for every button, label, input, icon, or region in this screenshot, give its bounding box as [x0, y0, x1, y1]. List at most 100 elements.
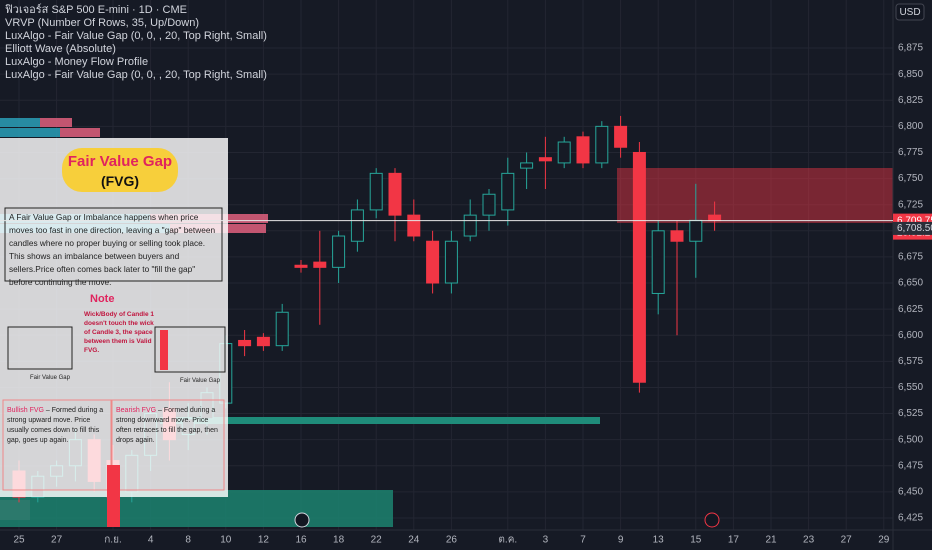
x-tick-label: 10 — [220, 535, 232, 546]
x-tick-label: 27 — [51, 535, 63, 546]
y-tick-label: 6,600 — [898, 330, 923, 341]
gap-label: Fair Value Gap — [30, 375, 70, 381]
note-text: Wick/Body of Candle 1 doesn't touch the … — [84, 311, 155, 354]
bearish-text: – Formed during a strong downward move. … — [116, 407, 218, 444]
candle-body — [501, 172, 515, 211]
title-pill — [62, 148, 178, 192]
x-tick-label: 26 — [446, 535, 458, 546]
x-tick-label: 25 — [13, 535, 25, 546]
candle-body — [576, 136, 590, 164]
candle-body — [614, 125, 628, 148]
y-tick-label: 6,500 — [898, 434, 923, 445]
bullish-title: Bullish FVG — [7, 407, 44, 414]
diagram-candle — [107, 465, 120, 527]
x-tick-label: 7 — [580, 535, 586, 546]
currency[interactable]: USD — [899, 7, 920, 18]
x-tick-label: 8 — [185, 535, 191, 546]
y-tick-label: 6,875 — [898, 43, 923, 54]
y-tick-label: 6,650 — [898, 278, 923, 289]
chart-title: ฟิวเจอร์ส S&P 500 E-mini · 1D · CME — [5, 4, 187, 16]
candle-body — [520, 162, 534, 169]
candle-body — [444, 240, 458, 284]
x-tick-label: 24 — [408, 535, 420, 546]
candle-body — [294, 264, 308, 268]
y-tick-label: 6,475 — [898, 460, 923, 471]
x-tick-label: 3 — [543, 535, 549, 546]
indicator-label[interactable]: Elliott Wave (Absolute) — [5, 43, 116, 55]
y-tick-label: 6,675 — [898, 252, 923, 263]
y-tick-label: 6,800 — [898, 121, 923, 132]
candle-body — [388, 172, 402, 216]
candle-body — [313, 261, 327, 268]
x-tick-label: ก.ย. — [104, 535, 121, 546]
currency-button[interactable] — [895, 3, 925, 21]
gap-diagram — [7, 326, 73, 370]
candle-body — [369, 172, 383, 211]
infographic-panel — [0, 138, 228, 497]
x-tick-label: 17 — [728, 535, 740, 546]
x-tick-label: 22 — [371, 535, 383, 546]
second-price-box — [893, 221, 932, 235]
x-tick-label: 15 — [690, 535, 702, 546]
x-tick-label: 18 — [333, 535, 345, 546]
candle-body — [407, 214, 421, 237]
candle-body — [670, 230, 684, 242]
poc-bar — [160, 417, 600, 424]
bearish-box — [111, 399, 225, 491]
x-tick-label: 21 — [765, 535, 777, 546]
candle-body — [463, 214, 477, 237]
x-tick-label: 16 — [295, 535, 307, 546]
candle-body — [595, 125, 609, 164]
indicator-label[interactable]: LuxAlgo - Fair Value Gap (0, 0, , 20, To… — [5, 69, 267, 81]
candle-body — [350, 209, 364, 242]
candle-body — [238, 339, 252, 347]
x-tick-label: 4 — [148, 535, 154, 546]
y-tick-label: 6,575 — [898, 356, 923, 367]
indicator-label[interactable]: VRVP (Number Of Rows, 35, Up/Down) — [5, 17, 199, 29]
x-tick-label: 12 — [258, 535, 270, 546]
y-tick-label: 6,625 — [898, 304, 923, 315]
y-tick-label: 6,725 — [898, 199, 923, 210]
bullish-box — [2, 399, 112, 491]
x-tick-label: ต.ค. — [498, 535, 517, 546]
event-icon[interactable] — [294, 512, 310, 528]
y-tick-label: 6,550 — [898, 382, 923, 393]
candle-body — [651, 230, 665, 294]
gap-label: Fair Value Gap — [180, 378, 220, 384]
candle-body — [332, 235, 346, 268]
indicator-label[interactable]: LuxAlgo - Money Flow Profile — [5, 56, 149, 68]
y-tick-label: 6,825 — [898, 95, 923, 106]
last-price-label: 6,709.75 — [897, 215, 932, 226]
y-tick-label: 6,450 — [898, 487, 923, 498]
candle-body — [538, 157, 552, 162]
indicator-label[interactable]: LuxAlgo - Fair Value Gap (0, 0, , 20, To… — [5, 30, 267, 42]
x-tick-label: 29 — [878, 535, 890, 546]
candle-body — [632, 151, 646, 383]
fvg-zone — [617, 168, 893, 223]
y-tick-label: 6,850 — [898, 69, 923, 80]
bearish-title: Bearish FVG — [116, 407, 157, 414]
x-tick-label: 23 — [803, 535, 815, 546]
candle-body — [482, 193, 496, 216]
candle-body — [256, 336, 270, 347]
description-box — [4, 207, 223, 282]
candle-body — [689, 219, 703, 242]
gap-diagram — [154, 326, 226, 373]
info-description: A Fair Value Gap or Imbalance happens wh… — [9, 212, 216, 287]
y-tick-label: 6,525 — [898, 408, 923, 419]
y-tick-label: 6,775 — [898, 147, 923, 158]
y-tick-label: 6,425 — [898, 513, 923, 524]
candle-body — [275, 311, 289, 347]
x-tick-label: 13 — [653, 535, 665, 546]
info-subtitle: (FVG) — [100, 173, 140, 189]
diagram-candle — [160, 330, 168, 370]
event-icon[interactable] — [704, 512, 720, 528]
candle-body — [426, 240, 440, 284]
candle-body — [708, 214, 722, 222]
x-tick-label: 27 — [841, 535, 853, 546]
bullish-text: – Formed during a strong upward move. Pr… — [7, 407, 104, 444]
second-price-label: 6,708.50 — [897, 223, 932, 234]
note-title: Note — [90, 293, 115, 305]
